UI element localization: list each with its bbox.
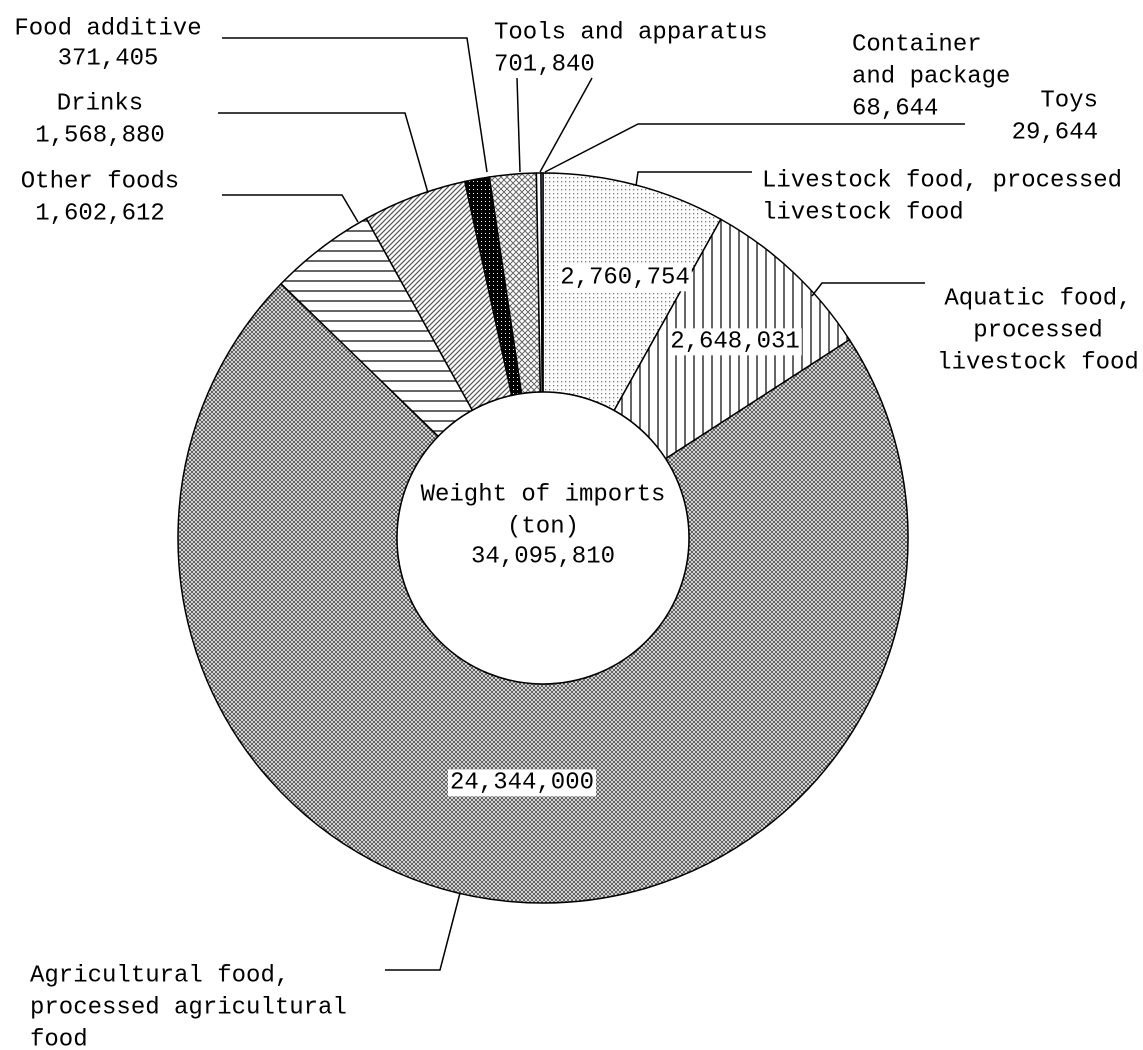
value-label: 2,760,754 — [560, 264, 690, 291]
value-label-background — [558, 264, 692, 292]
category-label: processed agricultural — [30, 994, 347, 1021]
category-label: food — [30, 1026, 88, 1050]
category-label: Livestock food, processed — [762, 167, 1122, 194]
total-label: 34,095,810 — [471, 543, 615, 570]
category-label: Container — [852, 31, 982, 58]
leader-line — [539, 77, 593, 173]
donut-hole — [396, 391, 690, 685]
value-label: 701,840 — [494, 51, 595, 78]
leader-line — [222, 37, 488, 173]
value-label: 371,405 — [58, 45, 159, 72]
category-label: Other foods — [21, 168, 179, 195]
category-label: Toys — [1040, 87, 1098, 114]
center-label: Weight of imports (ton) 34,095,810 — [421, 481, 666, 570]
leader-line — [544, 123, 965, 173]
value-label: 1,568,880 — [35, 122, 165, 149]
value-label: 29,644 — [1012, 119, 1098, 146]
leader-line — [811, 282, 925, 297]
leader-line — [635, 171, 752, 187]
value-label: 2,648,031 — [670, 328, 800, 355]
category-label: Drinks — [57, 90, 143, 117]
category-label: Food additive — [14, 15, 201, 42]
center-label-line: Weight of imports — [421, 481, 666, 508]
value-label: 1,602,612 — [35, 200, 165, 227]
category-label: livestock food — [937, 349, 1139, 376]
value-label: 68,644 — [852, 95, 938, 122]
category-label: Tools and apparatus — [494, 19, 768, 46]
value-label: 24,344,000 — [450, 769, 594, 796]
category-label: livestock food — [762, 199, 964, 226]
category-label: Aquatic food, — [944, 285, 1131, 312]
leader-line — [218, 112, 429, 194]
category-label: processed — [973, 317, 1103, 344]
slices — [177, 172, 909, 904]
leader-line — [516, 77, 521, 173]
category-label: Agricultural food, — [30, 962, 289, 989]
donut-slice — [540, 172, 544, 393]
category-label: and package — [852, 63, 1010, 90]
value-label-background — [447, 769, 597, 797]
leader-line — [385, 892, 461, 971]
value-label-background — [668, 328, 802, 356]
leader-line — [222, 194, 359, 223]
center-label-line: (ton) — [507, 513, 579, 540]
